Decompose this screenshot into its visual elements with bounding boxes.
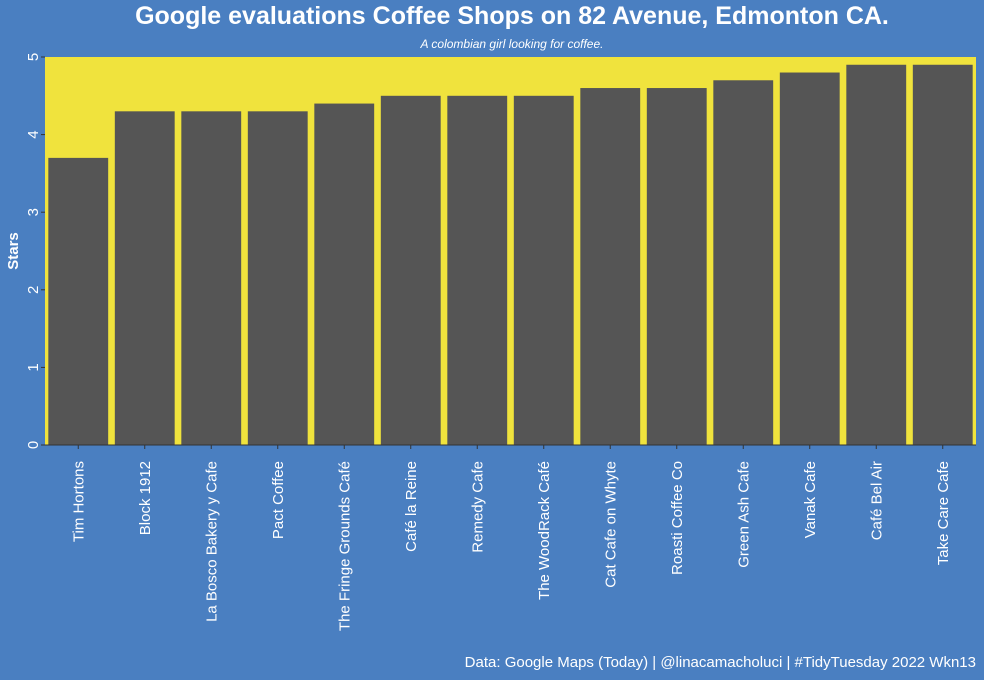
chart-caption: Data: Google Maps (Today) | @linacamacho… xyxy=(464,654,976,671)
bar xyxy=(114,111,175,445)
x-tick-label: Cat Cafe on Whyte xyxy=(602,461,619,588)
x-tick-label: Vanak Cafe xyxy=(802,461,819,538)
x-tick-label: The Fringe Grounds Café xyxy=(336,461,353,631)
bar xyxy=(380,95,441,446)
bar xyxy=(247,111,308,445)
x-tick-label: Green Ash Cafe xyxy=(735,461,752,568)
bar xyxy=(713,80,774,445)
x-tick-label: Café Bel Air xyxy=(868,461,885,540)
bar xyxy=(447,95,508,446)
bar xyxy=(646,88,707,445)
x-tick-label: Tim Hortons xyxy=(70,461,87,542)
bar xyxy=(314,103,375,445)
x-tick-label: The WoodRack Café xyxy=(536,461,553,600)
x-tick-label: La Bosco Bakery y Cafe xyxy=(203,461,220,622)
x-tick-label: Café la Reine xyxy=(403,461,420,552)
bar xyxy=(181,111,242,445)
y-tick-label: 4 xyxy=(25,130,42,138)
chart-title: Google evaluations Coffee Shops on 82 Av… xyxy=(135,2,889,30)
bar xyxy=(513,95,574,446)
bar xyxy=(48,157,109,445)
y-tick-label: 5 xyxy=(25,53,42,61)
y-tick-label: 2 xyxy=(25,286,42,294)
bar xyxy=(779,72,840,446)
y-tick-label: 0 xyxy=(25,441,42,449)
x-tick-label: Pact Coffee xyxy=(270,461,287,539)
x-tick-label: Roasti Coffee Co xyxy=(669,461,686,575)
chart-subtitle: A colombian girl looking for coffee. xyxy=(420,37,604,51)
y-tick-label: 1 xyxy=(25,363,42,371)
x-tick-label: Remedy Cafe xyxy=(469,461,486,553)
x-tick-label: Block 1912 xyxy=(137,461,154,535)
bar xyxy=(580,88,641,445)
x-tick-label: Take Care Cafe xyxy=(935,461,952,565)
y-tick-label: 3 xyxy=(25,208,42,216)
y-axis-title: Stars xyxy=(5,232,22,270)
bar xyxy=(912,64,973,445)
bar xyxy=(846,64,907,445)
